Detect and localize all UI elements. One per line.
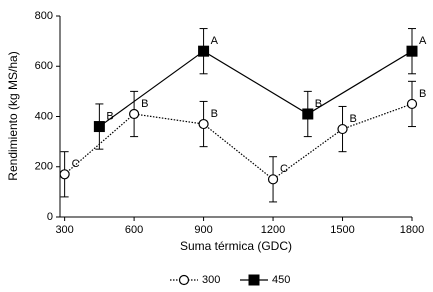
x-tick-label: 600	[125, 224, 143, 236]
significance-letter: C	[280, 163, 288, 175]
x-tick-label: 900	[194, 224, 212, 236]
legend-marker	[178, 274, 190, 286]
significance-letter: C	[72, 158, 80, 170]
data-point	[406, 98, 418, 110]
legend-label: 300	[202, 274, 220, 286]
series-line	[99, 50, 413, 128]
y-tick-label: 800	[35, 10, 53, 22]
data-point	[198, 45, 210, 57]
legend-label: 450	[272, 274, 290, 286]
data-point	[198, 118, 209, 130]
significance-letter: B	[419, 88, 426, 100]
data-point	[337, 123, 348, 135]
x-tick-label: 1200	[261, 224, 285, 236]
data-point	[302, 108, 314, 120]
y-tick-label: 400	[35, 110, 53, 122]
data-point	[59, 169, 70, 180]
significance-letter: B	[315, 98, 322, 110]
y-tick-label: 0	[47, 211, 53, 223]
y-axis-label: Rendimiento (kg MS/ha)	[6, 51, 20, 180]
significance-letter: B	[350, 113, 357, 125]
x-tick-label: 1500	[330, 224, 354, 236]
significance-letter: B	[106, 110, 113, 122]
data-point	[267, 174, 279, 185]
x-tick-label: 300	[55, 224, 73, 236]
data-point	[406, 45, 418, 57]
significance-letter: A	[211, 35, 219, 47]
significance-letter: B	[211, 108, 218, 120]
significance-letter: A	[419, 35, 427, 47]
data-point	[93, 121, 105, 133]
x-axis-label: Suma térmica (GDC)	[180, 239, 292, 253]
y-tick-label: 600	[35, 60, 53, 72]
data-point	[129, 108, 140, 120]
series-line	[64, 103, 413, 181]
legend-marker	[248, 274, 260, 286]
significance-letter: B	[141, 98, 148, 110]
y-tick-label: 200	[35, 161, 53, 173]
x-tick-label: 1800	[400, 224, 424, 236]
